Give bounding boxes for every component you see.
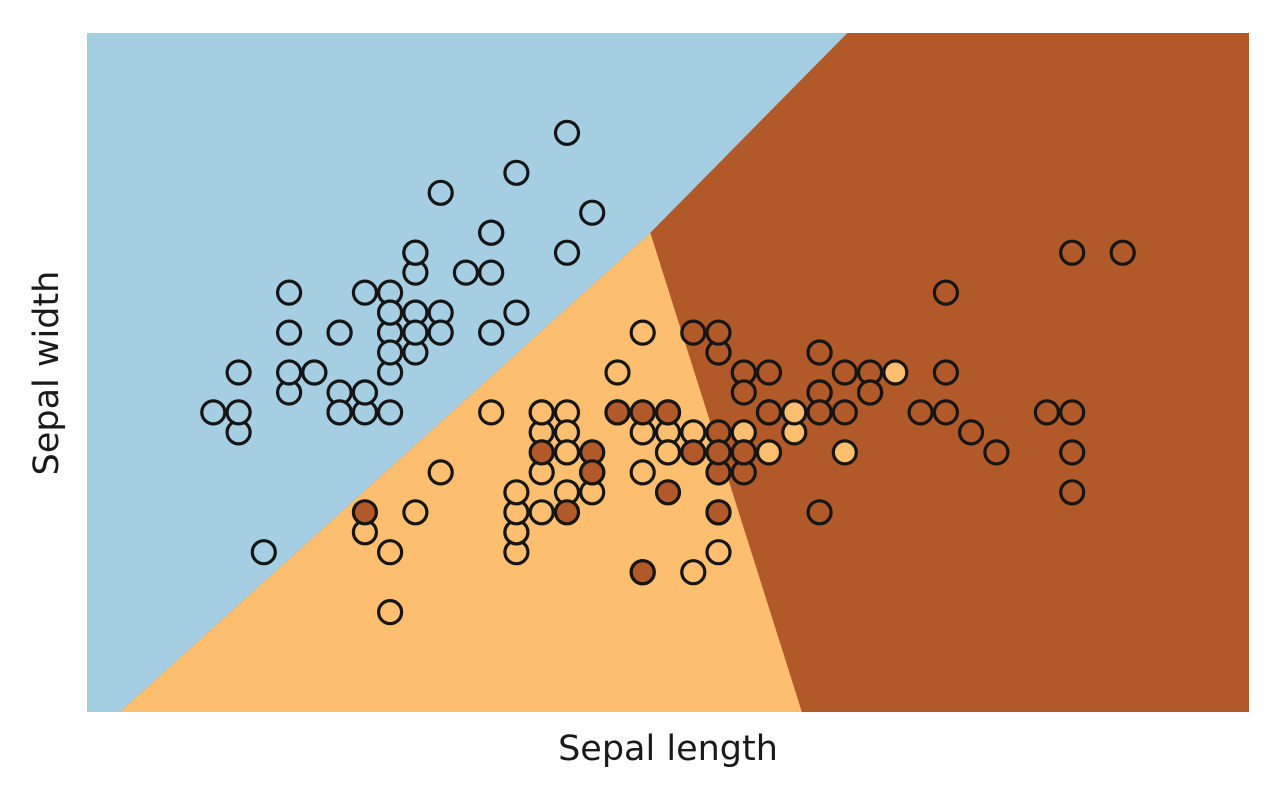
data-point-class-2 (1109, 239, 1136, 266)
data-point-class-1 (629, 319, 656, 346)
data-point-class-0 (553, 239, 581, 266)
data-point-class-2 (932, 359, 960, 386)
data-point-class-0 (377, 299, 404, 326)
plot-area (87, 33, 1249, 712)
data-point-class-0 (351, 379, 378, 406)
data-point-class-0 (377, 399, 404, 426)
decision-region-class-1 (119, 232, 802, 712)
data-point-class-2 (1059, 399, 1086, 426)
data-point-class-2 (629, 559, 656, 586)
data-point-class-2 (1059, 239, 1086, 266)
data-point-class-0 (427, 319, 454, 346)
data-point-class-0 (225, 359, 252, 386)
data-point-class-0 (478, 219, 505, 246)
data-point-class-2 (1059, 479, 1086, 506)
x-axis-label: Sepal length (558, 729, 778, 769)
data-point-class-2 (806, 499, 833, 526)
data-point-class-2 (705, 439, 732, 466)
data-point-class-2 (680, 319, 707, 346)
data-point-class-0 (250, 539, 277, 566)
data-point-class-0 (503, 159, 530, 186)
data-point-class-0 (478, 319, 505, 346)
data-point-class-0 (301, 359, 328, 386)
y-axis-label: Sepal width (27, 271, 67, 476)
data-point-class-2 (553, 499, 581, 526)
data-point-class-0 (579, 199, 606, 226)
data-point-class-1 (680, 559, 707, 586)
data-point-class-2 (983, 439, 1010, 466)
data-point-class-0 (276, 279, 303, 306)
data-point-class-0 (427, 179, 454, 206)
data-point-class-1 (377, 539, 404, 566)
data-point-class-1 (528, 499, 555, 526)
data-point-class-2 (680, 439, 707, 466)
data-point-class-2 (856, 379, 884, 406)
data-point-class-2 (730, 379, 757, 406)
data-point-class-2 (957, 419, 985, 446)
data-point-class-0 (351, 279, 378, 306)
data-point-class-2 (755, 359, 783, 386)
data-point-class-1 (629, 459, 656, 486)
data-point-class-0 (200, 399, 227, 426)
data-point-class-1 (604, 359, 631, 386)
data-points (200, 119, 1136, 626)
data-point-class-2 (806, 399, 833, 426)
data-point-class-2 (579, 459, 606, 486)
data-point-class-1 (755, 439, 783, 466)
data-point-class-1 (553, 439, 581, 466)
data-point-class-2 (831, 359, 858, 386)
data-point-class-1 (781, 399, 808, 426)
data-point-class-1 (503, 479, 530, 506)
data-point-class-0 (326, 319, 353, 346)
data-point-class-0 (276, 359, 303, 386)
data-point-class-0 (225, 399, 252, 426)
data-point-class-2 (654, 399, 682, 426)
data-point-class-2 (932, 279, 960, 306)
data-point-class-2 (831, 399, 858, 426)
data-point-class-2 (705, 319, 732, 346)
data-point-class-0 (478, 259, 505, 286)
data-point-class-2 (1059, 439, 1086, 466)
data-point-class-0 (402, 319, 429, 346)
data-point-class-2 (932, 399, 960, 426)
data-point-class-2 (654, 479, 682, 506)
data-point-class-2 (806, 339, 833, 366)
data-point-class-2 (528, 439, 555, 466)
data-point-class-0 (276, 319, 303, 346)
data-point-class-1 (528, 399, 555, 426)
data-point-class-2 (1033, 399, 1061, 426)
data-point-class-1 (882, 359, 909, 386)
data-point-class-0 (553, 119, 581, 146)
decision-region-class-0 (87, 33, 848, 712)
data-point-class-2 (730, 439, 757, 466)
data-point-class-2 (604, 399, 631, 426)
data-point-class-1 (478, 399, 505, 426)
data-point-class-0 (402, 239, 429, 266)
data-point-class-0 (452, 259, 479, 286)
data-point-class-1 (654, 439, 682, 466)
data-point-class-1 (705, 539, 732, 566)
data-point-class-2 (907, 399, 934, 426)
data-point-class-0 (377, 339, 404, 366)
data-point-class-1 (831, 439, 858, 466)
data-point-class-1 (402, 499, 429, 526)
data-point-class-2 (351, 499, 378, 526)
data-point-class-2 (629, 399, 656, 426)
data-point-class-1 (377, 598, 404, 626)
data-point-class-2 (705, 499, 732, 526)
data-point-class-2 (755, 399, 783, 426)
data-point-class-0 (503, 299, 530, 326)
data-point-class-0 (326, 399, 353, 426)
data-point-class-1 (427, 459, 454, 486)
